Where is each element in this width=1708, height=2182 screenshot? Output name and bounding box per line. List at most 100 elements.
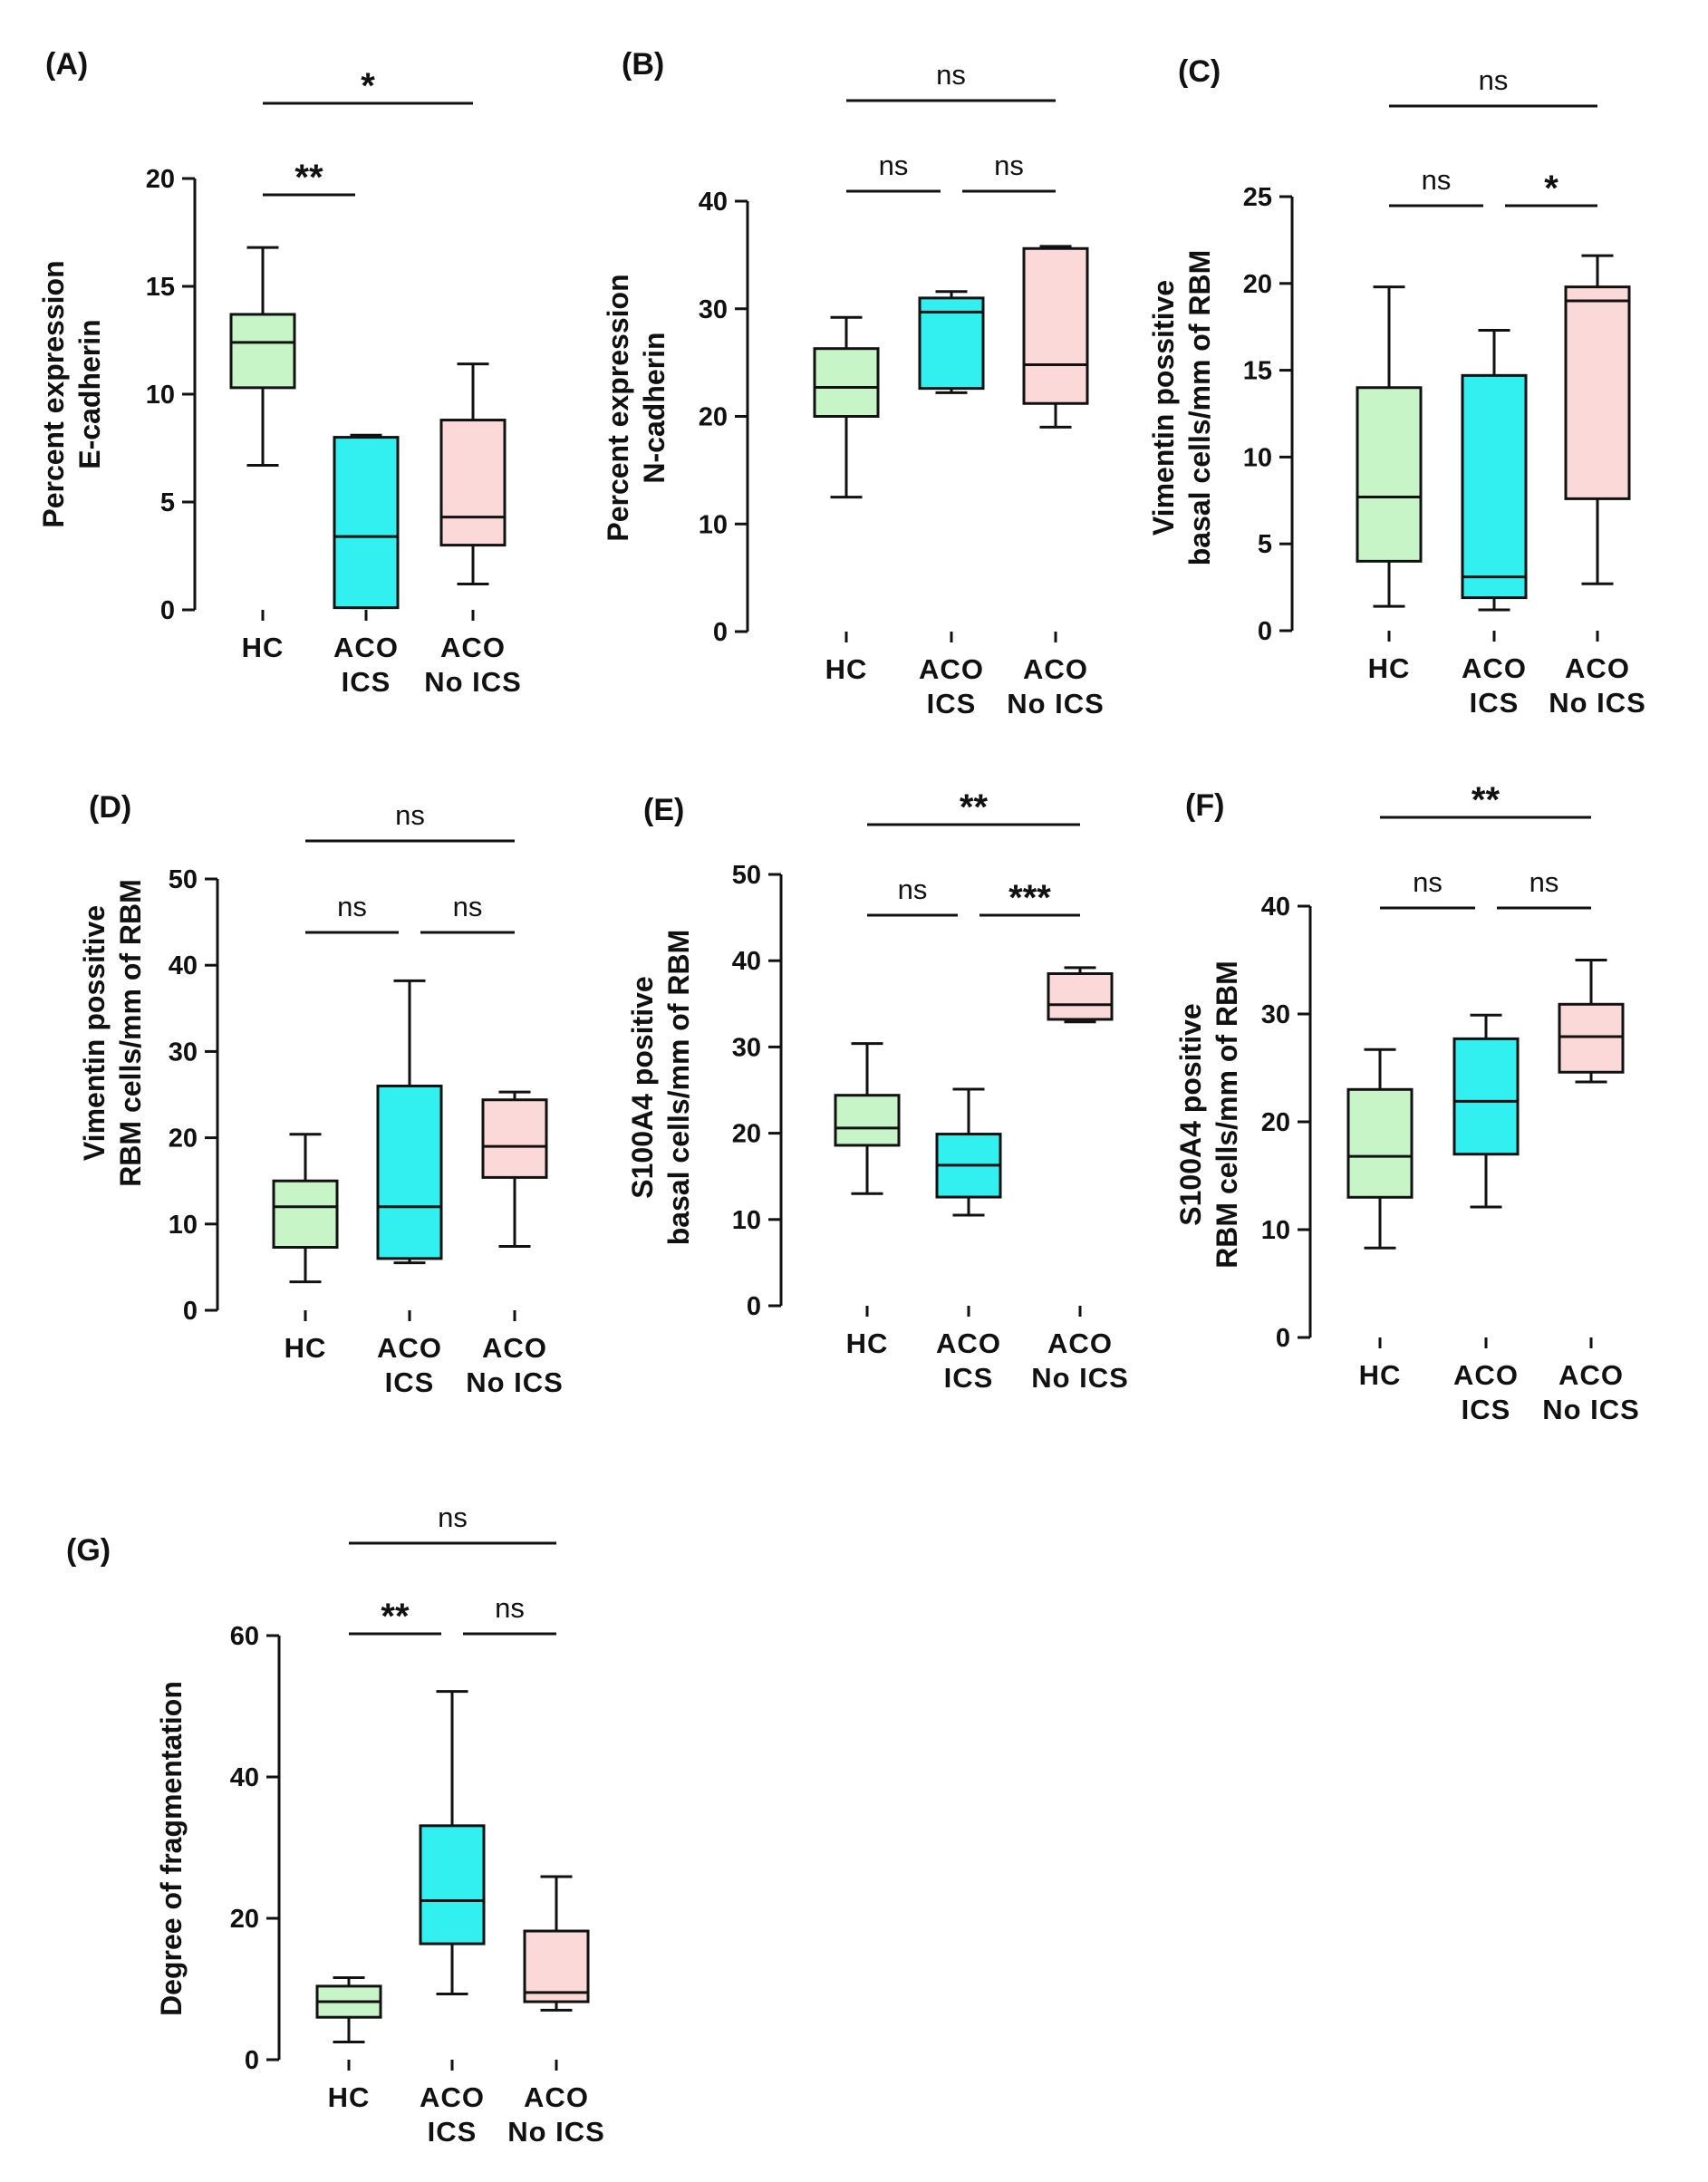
box-iqr [523,1929,590,2003]
panel-a-category-label: HC [242,632,285,663]
panel-b-significance-label: ns [936,59,966,91]
panel-d-ytick-label: 10 [169,1211,198,1240]
panel-c-box-aco-no-ics [1564,254,1631,585]
box-iqr [1356,386,1423,563]
panel-e: (E) 0 10 20 30 40 50 S100A4 positive basal cells… [626,787,1129,1394]
panel-g-ytick-label: 60 [230,1622,259,1651]
panel-a-category-label: No ICS [424,666,522,698]
panel-d-ytick-label: 0 [183,1297,198,1326]
panel-g-category-label: HC [328,2081,371,2113]
panel-d-y-axis-title: Vimentin possitive [78,905,111,1161]
panel-a-ytick-label: 20 [146,165,175,194]
panel-g-significance-label: ns [438,1501,468,1533]
box-iqr [333,436,400,610]
panel-f-category-label: ICS [1462,1394,1511,1425]
panel-e-box-aco-ics [935,1087,1002,1217]
box-iqr [1558,1002,1625,1074]
panel-e-significance-label: ** [960,787,989,827]
panel-e-box-hc [834,1042,901,1195]
box-iqr [229,313,296,390]
panel-b-box-aco-no-ics [1022,245,1089,429]
panel-a-ytick-label: 5 [160,488,175,517]
panel-b: (B) 0 10 20 30 40 Percent expression N-cadherin… [602,47,1105,719]
panel-d-box-aco-ics [376,979,443,1265]
panel-d-y-axis-title: RBM cells/mm of RBM [114,879,147,1187]
panel-f: (F) 0 10 20 30 40 S100A4 positive RBM cells/mm … [1174,780,1639,1425]
panel-g-category-label: ACO [524,2081,589,2113]
panel-d-ytick-label: 50 [169,865,198,894]
panel-c-significance-label: ns [1479,64,1509,96]
box-iqr [376,1084,443,1260]
panel-a-box-aco-no-ics [439,362,507,585]
panel-b-ytick-label: 10 [699,510,728,539]
panel-a-category-label: ICS [342,666,391,698]
panel-g-box-aco-no-ics [523,1875,590,2012]
panel-f-label: (F) [1185,788,1224,823]
panel-f-ytick-label: 0 [1276,1324,1290,1353]
panel-b-box-hc [813,315,880,499]
panel-c-category-label: HC [1368,652,1411,684]
panel-d: (D) 0 10 20 30 40 50 Vimentin possitive RBM cell… [78,790,563,1398]
panel-c-box-aco-ics [1461,329,1528,612]
box-iqr [1022,246,1089,405]
panel-c-ytick-label: 25 [1243,183,1272,212]
panel-g-label: (G) [66,1533,111,1568]
panel-g-box-aco-ics [419,1690,486,1995]
panel-e-y-axis-title: S100A4 positive [626,976,659,1198]
panel-b-category-label: ICS [927,688,977,719]
panel-c-ytick-label: 5 [1258,530,1272,559]
panel-d-ytick-label: 30 [169,1038,198,1067]
panel-f-ytick-label: 40 [1261,893,1290,922]
panel-a-y-axis-title: E-cadherin [73,319,106,468]
panel-e-category-label: ICS [944,1362,994,1394]
panel-e-y-axis-title: basal cells/mm of RBM [662,930,695,1246]
panel-c-label: (C) [1178,54,1221,89]
panel-f-category-label: ACO [1558,1359,1624,1391]
panel-e-category-label: ACO [1047,1328,1113,1359]
box-iqr [1452,1037,1520,1156]
panel-c-significance-label: ns [1422,164,1452,196]
panel-e-category-label: No ICS [1031,1362,1129,1394]
panel-e-label: (E) [643,793,684,827]
panel-e-significance-label: *** [1008,878,1051,918]
panel-c-category-label: ICS [1470,687,1520,719]
panel-a-ytick-label: 0 [160,596,175,625]
box-iqr [834,1094,901,1147]
panel-a-category-label: ACO [333,632,399,663]
panel-c-ytick-label: 10 [1243,443,1272,472]
panel-f-box-hc [1346,1048,1414,1250]
panel-c-y-axis-title: basal cells/mm of RBM [1183,250,1216,566]
panel-b-box-aco-ics [918,290,985,394]
panel-a: (A) 0 5 10 15 20 Percent expression E-cadherin H… [37,47,522,698]
panel-g-y-axis-title: Degree of fragmentation [155,1681,188,2016]
box-iqr [813,347,880,418]
box-iqr [1461,373,1528,600]
box-iqr [481,1098,548,1179]
panel-g-ytick-label: 0 [245,2046,259,2075]
panel-b-category-label: No ICS [1007,688,1105,719]
panel-e-ytick-label: 20 [732,1120,761,1149]
panel-d-label: (D) [89,790,131,825]
panel-g-category-label: ICS [428,2116,478,2148]
panel-b-ytick-label: 40 [699,188,728,217]
panel-b-category-label: ACO [1023,653,1088,685]
panel-g-significance-label: ** [381,1597,410,1636]
panel-b-significance-label: ns [994,150,1024,181]
panel-d-category-label: ACO [482,1332,547,1364]
panel-e-significance-label: ns [898,874,928,905]
panel-c-ytick-label: 0 [1258,617,1272,646]
panel-g-box-hc [315,1976,382,2043]
box-iqr [419,1824,486,1945]
panel-d-category-label: HC [285,1332,327,1364]
panel-g-ytick-label: 40 [230,1763,259,1792]
panel-a-significance-label: * [361,66,375,106]
box-iqr [1346,1087,1414,1199]
panel-d-category-label: ACO [377,1332,442,1364]
panel-e-category-label: ACO [936,1328,1001,1359]
panel-c-category-label: No ICS [1549,687,1646,719]
panel-c-ytick-label: 20 [1243,270,1272,299]
panel-a-ytick-label: 10 [146,381,175,410]
panel-a-ytick-label: 15 [146,273,175,302]
